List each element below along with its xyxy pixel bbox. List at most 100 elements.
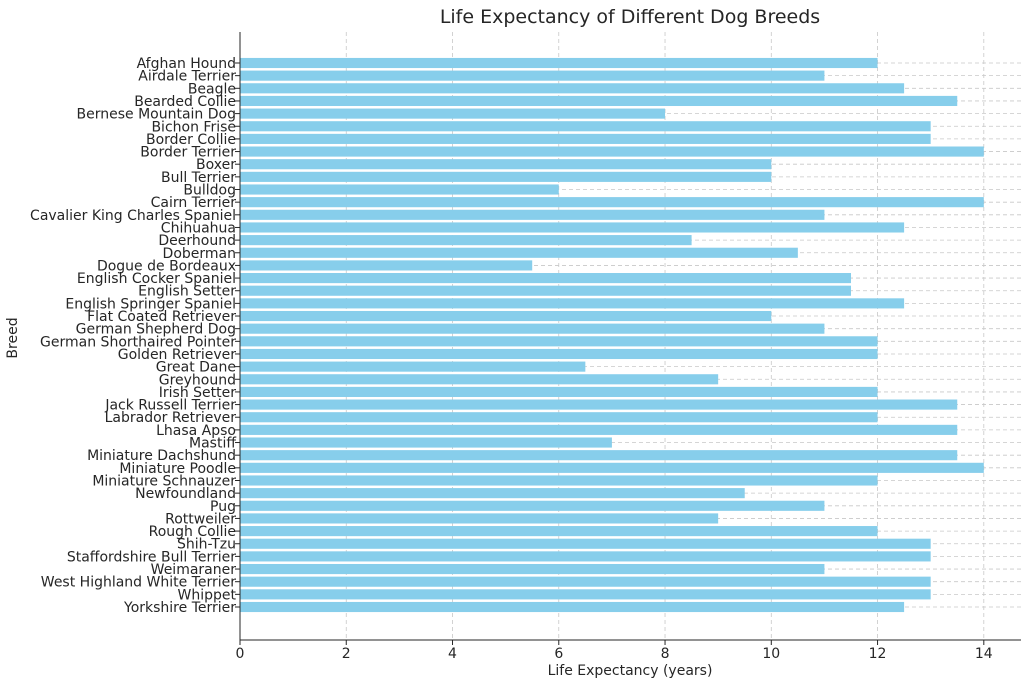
category-label: Labrador Retriever	[105, 410, 237, 426]
category-label: Bichon Frise	[151, 119, 236, 135]
category-label: English Springer Spaniel	[65, 296, 236, 312]
category-label: Beagle	[188, 81, 236, 97]
bar	[240, 285, 851, 296]
x-tick-label: 4	[448, 646, 457, 662]
category-label: Weimaraner	[151, 562, 237, 578]
category-label: Newfoundland	[135, 486, 236, 502]
bar	[240, 310, 772, 322]
x-tick-label: 14	[975, 646, 993, 662]
category-label: Chihuahua	[161, 220, 236, 236]
bar	[240, 159, 772, 170]
x-tick-label: 10	[762, 646, 780, 662]
category-label: Border Collie	[146, 132, 236, 148]
x-ticks: 0 2 4 6 8 10 12 14	[236, 640, 993, 662]
category-label: Bulldog	[183, 183, 236, 199]
bar	[240, 437, 612, 448]
bar	[240, 551, 931, 562]
bar	[240, 513, 719, 524]
category-label: Flat Coated Retriever	[87, 309, 236, 325]
bar	[240, 121, 931, 132]
category-label: German Shepherd Dog	[76, 322, 236, 338]
category-label: English Cocker Spaniel	[77, 271, 236, 287]
bar	[240, 209, 825, 220]
x-tick-label: 2	[342, 646, 351, 662]
category-label: Whippet	[178, 587, 237, 603]
x-tick-label: 6	[554, 646, 563, 662]
category-label: Cairn Terrier	[151, 195, 237, 211]
x-tick-label: 12	[869, 646, 887, 662]
bar	[240, 348, 878, 360]
bar	[240, 146, 984, 157]
category-label: Miniature Poodle	[119, 461, 236, 477]
bar	[240, 108, 666, 119]
category-label: Pug	[210, 499, 236, 515]
category-label: English Setter	[138, 284, 236, 300]
category-label: Deerhound	[158, 233, 236, 249]
bar	[240, 70, 825, 81]
x-tick-label: 8	[661, 646, 670, 662]
category-label: Golden Retriever	[118, 347, 236, 363]
bar	[240, 235, 692, 246]
bar	[240, 601, 905, 613]
x-tick-label: 0	[236, 646, 245, 662]
category-label: Mastiff	[189, 436, 236, 452]
category-label: Staffordshire Bull Terrier	[67, 549, 236, 565]
bar	[240, 57, 878, 69]
category-label: Shih-Tzu	[177, 537, 236, 553]
category-label: Bernese Mountain Dog	[77, 107, 236, 123]
category-label: Airdale Terrier	[138, 69, 236, 85]
bar	[240, 563, 825, 575]
x-axis-label: Life Expectancy (years)	[548, 663, 713, 679]
category-label: Bull Terrier	[161, 170, 236, 186]
category-label: Cavalier King Charles Spaniel	[30, 208, 236, 224]
category-label: Rottweiler	[165, 511, 236, 527]
bar	[240, 488, 745, 499]
category-label: German Shorthaired Pointer	[40, 334, 236, 350]
category-label: Lhasa Apso	[156, 423, 236, 439]
category-label: Jack Russell Terrier	[104, 398, 236, 414]
category-label: Afghan Hound	[137, 56, 236, 72]
bar	[240, 247, 798, 258]
bar	[240, 336, 878, 347]
bar	[240, 197, 984, 208]
y-axis-label: Breed	[5, 317, 21, 358]
bar	[240, 133, 931, 144]
category-label: Miniature Dachshund	[87, 448, 236, 464]
bar	[240, 399, 958, 410]
category-label: Great Dane	[156, 360, 236, 376]
bar	[240, 83, 905, 94]
bar	[240, 298, 905, 309]
bar	[240, 361, 586, 372]
bar	[240, 576, 931, 587]
bar	[240, 424, 958, 435]
bar	[240, 222, 905, 233]
bar	[240, 184, 559, 195]
category-label: Rough Collie	[149, 524, 236, 540]
category-label: Doberman	[163, 246, 236, 262]
category-label: Dogue de Bordeaux	[97, 258, 236, 274]
bar	[240, 273, 851, 284]
bar	[240, 450, 958, 461]
bars	[240, 57, 984, 613]
bar	[240, 475, 878, 486]
category-label: Boxer	[196, 157, 236, 173]
bar	[240, 538, 931, 549]
bar	[240, 462, 984, 473]
category-label: Miniature Schnauzer	[92, 473, 236, 489]
bar	[240, 589, 931, 600]
chart-title: Life Expectancy of Different Dog Breeds	[440, 6, 820, 28]
category-label: West Highland White Terrier	[41, 575, 236, 591]
bar	[240, 526, 878, 537]
bar	[240, 374, 719, 385]
category-label: Yorkshire Terrier	[123, 600, 236, 616]
axes	[239, 32, 1021, 641]
grid-lines	[240, 32, 1021, 640]
bar	[240, 171, 772, 182]
category-label: Border Terrier	[140, 145, 236, 161]
bar	[240, 323, 825, 334]
bar	[240, 412, 878, 423]
category-label: Bearded Collie	[134, 94, 236, 110]
